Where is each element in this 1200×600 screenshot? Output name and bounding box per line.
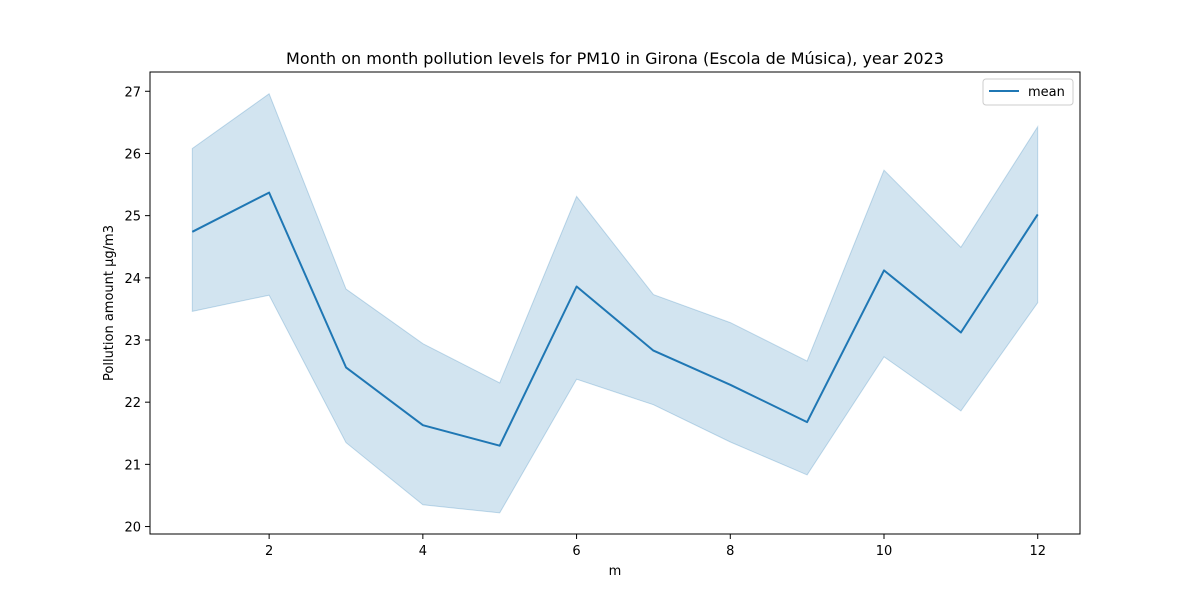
x-axis: 2 4 6 8 10 12 [265, 534, 1046, 559]
confidence-band [191, 93, 1039, 514]
legend-box [982, 78, 1074, 106]
plot-area [191, 93, 1039, 514]
data-point [268, 191, 271, 194]
y-axis: 20 21 22 23 24 25 26 27 [124, 85, 150, 536]
plot-frame [149, 71, 1081, 535]
data-point [345, 366, 348, 369]
y-axis-label: Pollution amount µg/m3 [102, 225, 117, 381]
data-point [498, 444, 501, 447]
data-point [883, 269, 886, 272]
data-point [191, 230, 194, 233]
legend-label-mean: mean [1028, 85, 1065, 100]
x-tick-label: 8 [726, 544, 734, 559]
x-tick-label: 6 [572, 544, 580, 559]
y-tick-label: 27 [124, 85, 141, 100]
y-tick-label: 22 [124, 396, 141, 411]
x-tick-label: 2 [265, 544, 273, 559]
legend: mean [982, 78, 1074, 106]
data-point [575, 285, 578, 288]
data-point [1036, 213, 1039, 216]
x-tick-label: 12 [1029, 544, 1046, 559]
y-tick-label: 23 [124, 334, 141, 349]
y-tick-label: 25 [124, 210, 141, 225]
x-tick-label: 4 [419, 544, 427, 559]
data-point [421, 424, 424, 427]
chart-title: Month on month pollution levels for PM10… [286, 49, 944, 68]
y-tick-label: 21 [124, 458, 141, 473]
series-line-mean [191, 191, 1039, 447]
data-point [652, 349, 655, 352]
y-tick-label: 26 [124, 147, 141, 162]
data-point [729, 383, 732, 386]
y-tick-label: 24 [124, 272, 141, 287]
x-axis-label: m [609, 564, 622, 579]
data-point [806, 421, 809, 424]
x-tick-label: 10 [876, 544, 893, 559]
y-tick-label: 20 [124, 521, 141, 536]
data-point [959, 331, 962, 334]
